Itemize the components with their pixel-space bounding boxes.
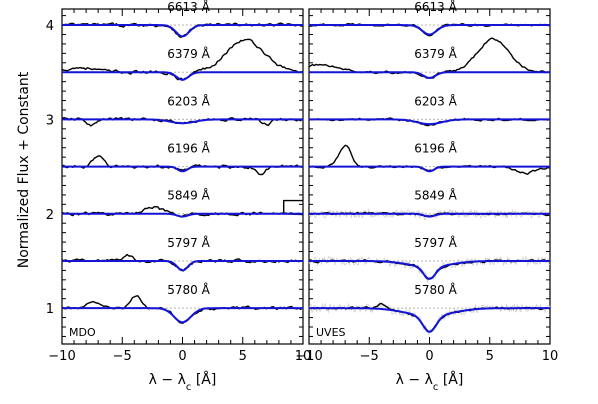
band-label: 6196 Å xyxy=(167,140,210,155)
y-tick-label: 3 xyxy=(46,113,54,128)
x-tick-label: −10 xyxy=(48,349,75,364)
x-tick-label: 0 xyxy=(178,349,186,364)
fit-profile xyxy=(309,71,550,79)
x-tick-label: 10 xyxy=(295,349,312,364)
x-tick-label: 10 xyxy=(542,349,559,364)
band-label: 6196 Å xyxy=(414,140,457,155)
fit-profile xyxy=(62,212,303,218)
observed-spectrum xyxy=(308,259,550,280)
band-label: 6203 Å xyxy=(414,93,457,108)
observed-spectrum xyxy=(61,253,303,272)
y-axis-label: Normalized Flux + Constant xyxy=(16,71,32,268)
band-label: 6613 Å xyxy=(414,0,457,14)
fit-profile xyxy=(309,165,550,173)
band-label: 6379 Å xyxy=(414,46,457,61)
fit-profile xyxy=(62,260,303,272)
fit-profile xyxy=(309,24,550,36)
band-label: 5849 Å xyxy=(414,188,457,203)
x-tick-label: −5 xyxy=(360,349,379,364)
band-label: 6613 Å xyxy=(167,0,210,14)
x-tick-label: 5 xyxy=(239,349,247,364)
raw-spectrum xyxy=(309,208,551,221)
y-tick-label: 4 xyxy=(46,19,54,34)
band-label: 5780 Å xyxy=(414,282,457,297)
y-tick-label: 1 xyxy=(46,302,54,317)
x-tick-label: 0 xyxy=(425,349,433,364)
panel-label: UVES xyxy=(316,326,346,339)
observed-spectrum xyxy=(61,295,303,324)
observed-spectrum xyxy=(61,155,303,176)
fit-profile xyxy=(309,307,550,333)
fit-profile xyxy=(62,165,303,173)
fit-profile xyxy=(309,212,550,218)
band-label: 6379 Å xyxy=(167,46,210,61)
y-tick-label: 2 xyxy=(46,208,54,223)
band-label: 5797 Å xyxy=(167,235,210,250)
fit-profile xyxy=(62,307,303,324)
fit-profile xyxy=(62,71,303,81)
band-label: 5849 Å xyxy=(167,188,210,203)
panel-mdo: −10 −5 0 5 10 1 2 3 4 6613 Å 6379 Å 6203 Å 6196 Å 584… xyxy=(46,0,312,393)
x-tick-label: −5 xyxy=(113,349,132,364)
fit-profile xyxy=(62,24,303,38)
x-tick-label: 5 xyxy=(486,349,494,364)
panel-uves: −10 −5 0 5 10 6613 Å 6379 Å 6203 Å 6196 Å 5849 Å 5… xyxy=(295,0,559,393)
band-label: 5780 Å xyxy=(167,282,210,297)
fit-profile xyxy=(62,118,303,125)
band-label: 5797 Å xyxy=(414,235,457,250)
fit-profile xyxy=(309,118,550,126)
band-label: 6203 Å xyxy=(167,93,210,108)
fit-profile xyxy=(309,260,550,280)
x-tick-label: −10 xyxy=(295,349,322,364)
x-axis-label: λ − λc [Å] xyxy=(149,371,217,393)
panel-label: MDO xyxy=(69,326,96,339)
x-axis-label: λ − λc [Å] xyxy=(396,371,464,393)
